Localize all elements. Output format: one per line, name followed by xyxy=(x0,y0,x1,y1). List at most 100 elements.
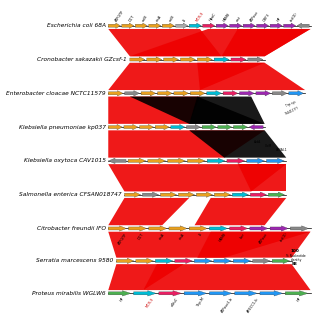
Text: kPNAI-1: kPNAI-1 xyxy=(276,148,287,152)
Polygon shape xyxy=(202,124,216,130)
Polygon shape xyxy=(130,29,310,56)
Polygon shape xyxy=(149,23,161,28)
Polygon shape xyxy=(148,158,166,164)
Polygon shape xyxy=(108,91,123,96)
Text: 88: 88 xyxy=(292,262,297,266)
Polygon shape xyxy=(214,258,231,264)
Polygon shape xyxy=(209,291,232,296)
Polygon shape xyxy=(189,97,265,124)
Text: HAM8: HAM8 xyxy=(219,232,228,243)
Text: IS: IS xyxy=(182,17,187,22)
Polygon shape xyxy=(149,226,167,231)
Polygon shape xyxy=(239,91,254,96)
Polygon shape xyxy=(143,264,310,290)
Polygon shape xyxy=(142,192,159,197)
Polygon shape xyxy=(216,23,228,28)
Polygon shape xyxy=(268,192,284,197)
Polygon shape xyxy=(285,291,308,296)
Polygon shape xyxy=(194,258,212,264)
Polygon shape xyxy=(260,291,283,296)
Polygon shape xyxy=(195,198,286,225)
Text: Cronobacter sakazakii GZcsf-1: Cronobacter sakazakii GZcsf-1 xyxy=(37,57,127,62)
Polygon shape xyxy=(147,57,162,62)
Text: tet(D): tet(D) xyxy=(279,232,289,243)
Polygon shape xyxy=(140,124,154,130)
Polygon shape xyxy=(196,192,212,197)
Polygon shape xyxy=(249,124,263,130)
Text: col8: col8 xyxy=(141,14,149,22)
Polygon shape xyxy=(136,258,153,264)
Text: rtsA: rtsA xyxy=(158,232,165,240)
Text: DCT: DCT xyxy=(138,232,145,240)
Polygon shape xyxy=(108,23,120,28)
Polygon shape xyxy=(125,91,140,96)
Polygon shape xyxy=(235,291,257,296)
Polygon shape xyxy=(250,226,268,231)
Text: ATPGTP: ATPGTP xyxy=(114,9,125,22)
Polygon shape xyxy=(157,91,172,96)
Text: MCR-9: MCR-9 xyxy=(195,11,205,22)
Polygon shape xyxy=(197,232,310,258)
Text: Escherichia coli 68A: Escherichia coli 68A xyxy=(47,23,106,28)
Polygon shape xyxy=(122,23,134,28)
Polygon shape xyxy=(174,91,189,96)
Polygon shape xyxy=(108,97,200,124)
Text: Enterobacter cloacae NCTC11579: Enterobacter cloacae NCTC11579 xyxy=(6,91,106,96)
Polygon shape xyxy=(256,91,271,96)
Polygon shape xyxy=(284,23,296,28)
Polygon shape xyxy=(207,158,225,164)
Polygon shape xyxy=(124,192,140,197)
Polygon shape xyxy=(221,29,310,56)
Text: CloM: CloM xyxy=(265,144,272,148)
Polygon shape xyxy=(108,198,189,225)
Polygon shape xyxy=(108,130,265,158)
Polygon shape xyxy=(155,258,173,264)
Polygon shape xyxy=(207,91,221,96)
Polygon shape xyxy=(197,57,212,62)
Text: DCT: DCT xyxy=(128,14,135,22)
Polygon shape xyxy=(297,23,309,28)
Text: wst: wst xyxy=(236,15,243,22)
Polygon shape xyxy=(270,226,288,231)
Text: Citrobacter freundii IFO: Citrobacter freundii IFO xyxy=(36,226,106,231)
Text: MCR-9: MCR-9 xyxy=(145,297,155,308)
Text: rtsA: rtsA xyxy=(178,232,186,240)
Polygon shape xyxy=(214,57,229,62)
Text: Klebsiella oxytoca CAV1015: Klebsiella oxytoca CAV1015 xyxy=(24,158,106,164)
Polygon shape xyxy=(184,291,207,296)
Text: ATPase: ATPase xyxy=(249,10,260,22)
Text: 100: 100 xyxy=(290,250,299,253)
Polygon shape xyxy=(230,226,248,231)
Text: ORF3: ORF3 xyxy=(263,12,271,22)
Polygon shape xyxy=(108,158,126,164)
Polygon shape xyxy=(289,91,303,96)
Text: APECC1-b: APECC1-b xyxy=(246,297,260,314)
Polygon shape xyxy=(108,264,184,290)
Polygon shape xyxy=(135,23,148,28)
Polygon shape xyxy=(233,258,251,264)
Text: Serratia marcescens 9580: Serratia marcescens 9580 xyxy=(36,259,114,263)
Polygon shape xyxy=(124,124,138,130)
Polygon shape xyxy=(250,192,267,197)
Polygon shape xyxy=(247,158,265,164)
Text: rtsA: rtsA xyxy=(155,14,162,22)
Polygon shape xyxy=(141,91,156,96)
Polygon shape xyxy=(232,192,249,197)
Polygon shape xyxy=(108,226,126,231)
Polygon shape xyxy=(253,258,270,264)
Polygon shape xyxy=(129,226,147,231)
Text: ATPase1-b: ATPase1-b xyxy=(221,297,235,314)
Polygon shape xyxy=(272,258,290,264)
Polygon shape xyxy=(169,226,187,231)
Text: HAM8: HAM8 xyxy=(222,12,231,22)
Polygon shape xyxy=(223,91,238,96)
Text: HP: HP xyxy=(297,297,303,303)
Polygon shape xyxy=(133,291,156,296)
Polygon shape xyxy=(238,164,286,191)
Polygon shape xyxy=(108,124,122,130)
Text: bor: bor xyxy=(239,232,245,239)
Polygon shape xyxy=(176,23,188,28)
Text: Klebsiella pneumoniae kp037: Klebsiella pneumoniae kp037 xyxy=(19,124,106,130)
Polygon shape xyxy=(270,23,282,28)
Text: ATPGTP: ATPGTP xyxy=(117,232,128,245)
